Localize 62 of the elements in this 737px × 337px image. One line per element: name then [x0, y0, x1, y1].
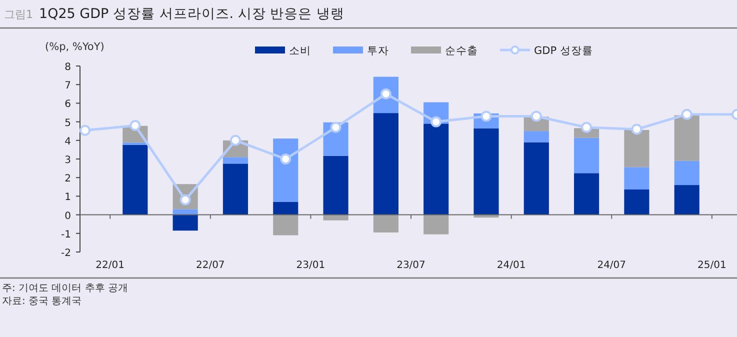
point	[130, 120, 141, 132]
bar	[524, 131, 549, 142]
y-tick-label: 5	[64, 118, 71, 129]
legend-label: GDP 성장률	[534, 45, 593, 57]
x-tick-label: 23/07	[396, 260, 426, 271]
bar	[122, 144, 148, 215]
text: 자료: 중국 통계국	[2, 296, 82, 307]
y-tick-label: 1	[64, 192, 71, 204]
bar	[524, 142, 549, 215]
bar	[424, 214, 449, 234]
bar	[474, 128, 499, 215]
bar	[624, 190, 650, 215]
point	[80, 124, 91, 136]
chart-title: 1Q25 GDP 성장률 서프라이즈. 시장 반응은 냉랭	[39, 6, 344, 22]
bar	[273, 138, 298, 202]
bar	[624, 167, 650, 190]
point	[581, 122, 592, 133]
bar	[222, 157, 248, 164]
point	[230, 134, 241, 146]
point	[631, 124, 642, 135]
y-tick-label: 4	[64, 136, 71, 148]
x-tick-label: 25/01	[698, 260, 726, 271]
x-tick-label: 22/07	[196, 260, 225, 271]
y-tick-label: 2	[64, 174, 71, 185]
bar	[273, 214, 298, 236]
bar	[674, 115, 700, 161]
bar	[674, 185, 700, 215]
point	[280, 154, 292, 164]
bar	[172, 214, 198, 231]
bar	[373, 214, 398, 232]
bar	[674, 160, 700, 186]
legend-label: 순수출	[445, 45, 478, 57]
bar	[624, 130, 650, 168]
text: 주: 기여도 데이터 추후 공개	[2, 283, 128, 294]
y-tick-label: 3	[64, 155, 71, 166]
x-tick-label: 24/07	[597, 260, 626, 271]
bar	[424, 124, 449, 215]
bar	[574, 138, 600, 174]
y-tick-label: 6	[64, 99, 71, 110]
bar	[323, 156, 348, 215]
bar	[323, 214, 348, 220]
legend-label: 소비	[289, 45, 311, 57]
x-tick-label: 23/01	[296, 260, 326, 271]
x-tick-label: 24/01	[496, 260, 526, 271]
y-axis-title: (%p, %YoY)	[45, 41, 104, 53]
y-tick-label: -2	[61, 248, 71, 259]
point	[330, 122, 342, 133]
bar	[222, 164, 248, 215]
legend-label: 투자	[367, 45, 389, 57]
bar	[172, 209, 198, 215]
bar	[373, 113, 398, 215]
caption: 그림1	[4, 8, 33, 21]
bar	[574, 173, 600, 215]
y-tick-label: -1	[61, 229, 71, 240]
point	[681, 108, 692, 120]
x-tick-label: 22/01	[96, 260, 125, 271]
y-tick-label: 7	[64, 80, 71, 92]
point	[530, 110, 542, 122]
point	[430, 116, 442, 128]
y-tick-label: 0	[64, 210, 71, 222]
bar	[273, 202, 298, 215]
y-tick-label: 8	[64, 62, 71, 73]
